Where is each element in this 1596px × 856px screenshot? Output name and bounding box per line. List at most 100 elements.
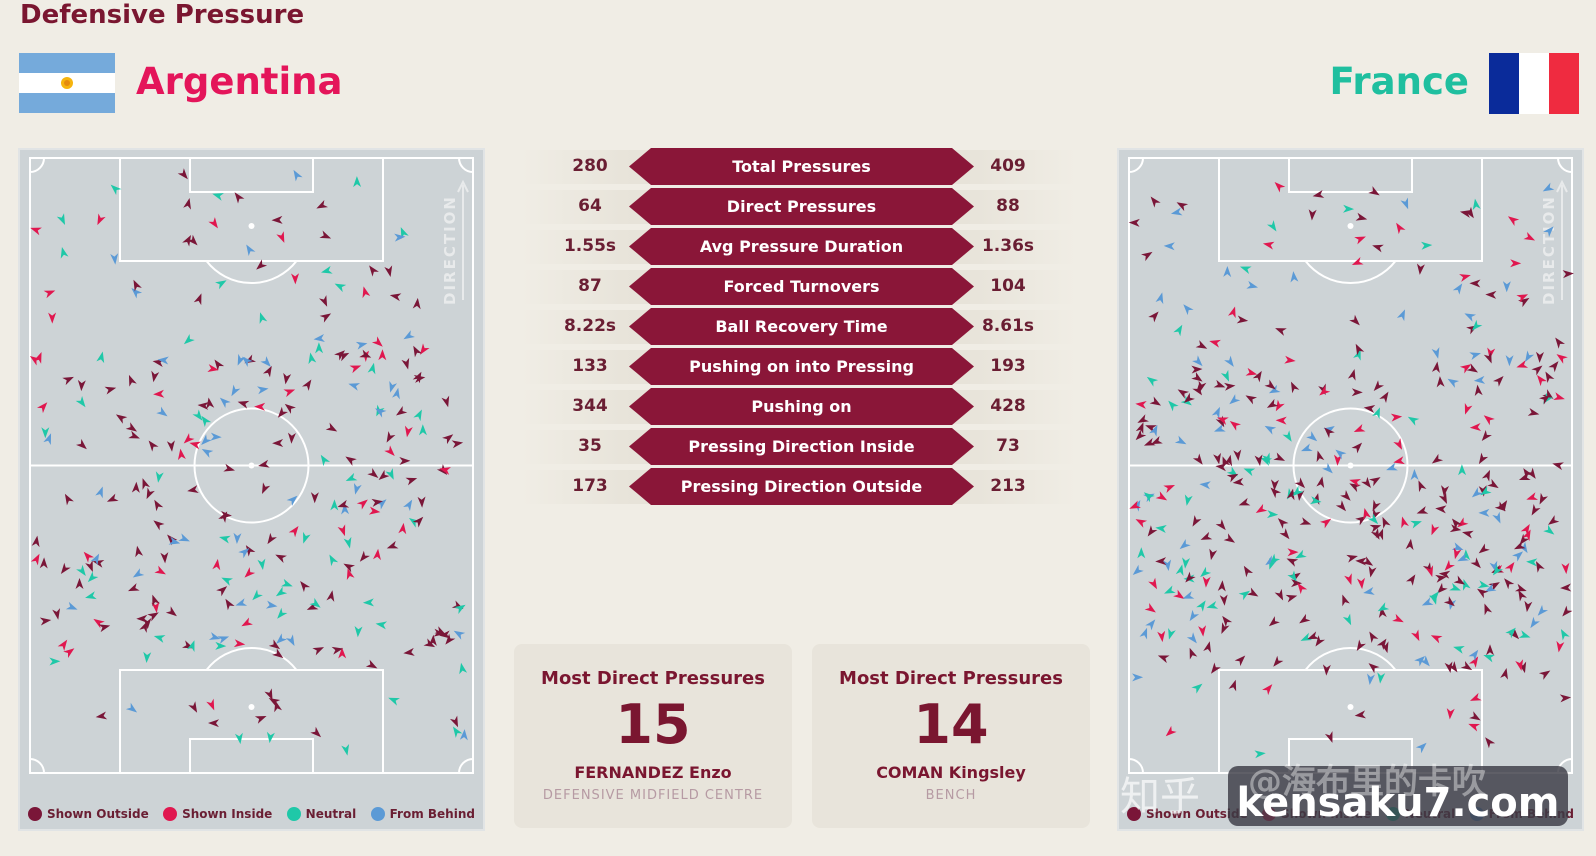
pressure-arrow — [454, 604, 466, 614]
pressure-arrow — [1243, 565, 1254, 578]
pressure-arrow — [260, 356, 271, 367]
pressure-arrow — [308, 352, 317, 365]
pressure-arrow — [1245, 395, 1258, 405]
pressure-arrow — [341, 503, 350, 515]
pressure-arrow — [186, 640, 195, 652]
stat-value-right: 1.36s — [981, 236, 1035, 256]
stat-value-left: 1.55s — [563, 236, 617, 256]
pressure-arrow — [1273, 655, 1284, 667]
pressure-arrow — [1410, 469, 1419, 481]
pressure-arrow — [412, 371, 422, 384]
pressure-arrow — [423, 638, 436, 648]
pressure-arrow — [1189, 647, 1198, 660]
pressure-arrow — [187, 485, 199, 493]
pressure-arrow — [1183, 392, 1195, 403]
pressure-arrow — [125, 702, 138, 713]
pressure-arrow — [1129, 500, 1141, 509]
pressure-arrow — [1306, 431, 1318, 442]
pressure-arrow — [208, 719, 220, 728]
player-position: BENCH — [925, 788, 977, 803]
pressure-arrow — [1198, 380, 1207, 393]
pressure-arrow — [1285, 594, 1298, 603]
pressure-arrow — [321, 265, 333, 274]
pressure-arrow — [1451, 542, 1464, 551]
pressure-arrow — [1419, 655, 1430, 667]
pressure-arrow — [1351, 442, 1363, 454]
pressure-arrow — [1351, 388, 1363, 397]
pressure-arrow — [235, 598, 248, 606]
pressure-arrow — [1310, 496, 1322, 505]
pressure-arrow — [283, 389, 296, 398]
pressure-arrow — [1367, 673, 1375, 685]
pressure-arrow — [412, 516, 424, 528]
pressure-arrow — [1470, 557, 1481, 569]
pressure-arrow — [187, 234, 198, 246]
pressure-arrow — [400, 227, 409, 239]
pressure-arrow — [1393, 456, 1405, 465]
pressure-arrow — [1537, 374, 1547, 387]
pressure-arrow — [1411, 629, 1420, 642]
pressure-arrow — [156, 406, 168, 417]
pressure-arrow — [1342, 204, 1355, 213]
pressure-arrow — [1460, 660, 1473, 671]
stat-row: 344 Pushing on 428 — [522, 388, 1076, 425]
pressure-arrow — [398, 522, 407, 535]
pressure-arrow — [1179, 539, 1191, 550]
pressure-arrow — [1211, 406, 1220, 419]
pressure-arrow — [1232, 477, 1244, 486]
pressure-arrow — [1164, 585, 1176, 594]
svg-text:DIRECTION: DIRECTION — [441, 195, 459, 305]
pressure-arrow — [392, 387, 400, 400]
pressure-arrow — [139, 621, 148, 633]
pressure-arrow — [1561, 562, 1570, 575]
pressure-arrow — [219, 397, 231, 409]
pressure-arrow — [1183, 304, 1194, 316]
card-title: Most Direct Pressures — [839, 668, 1063, 689]
pressure-arrow — [1504, 578, 1515, 590]
pressure-arrow — [1552, 462, 1564, 471]
pressure-arrow — [1199, 481, 1211, 490]
pressure-arrow — [1226, 473, 1239, 483]
stat-value-left: 64 — [578, 196, 602, 216]
pressure-arrow — [1132, 564, 1144, 576]
pressure-arrow — [1469, 692, 1482, 701]
pressure-arrow — [1316, 476, 1325, 489]
pressure-arrow — [56, 213, 66, 225]
pressure-arrow — [1266, 510, 1279, 519]
pressure-arrow — [1322, 664, 1331, 676]
pressure-arrow — [1504, 561, 1515, 574]
pressure-arrow — [1324, 731, 1333, 743]
pressure-arrow — [148, 440, 159, 452]
pressure-arrow — [1530, 616, 1540, 629]
pressure-arrow — [1437, 582, 1448, 594]
player-position: DEFENSIVE MIDFIELD CENTRE — [542, 788, 764, 803]
pressure-arrow — [1135, 429, 1147, 441]
pressure-arrow — [1446, 708, 1455, 720]
pressure-arrow — [1453, 575, 1466, 585]
pressure-arrow — [1535, 351, 1544, 363]
pressure-arrow — [1526, 558, 1538, 567]
pressure-arrow — [1324, 427, 1335, 439]
pressure-arrow — [1275, 399, 1285, 412]
pressure-arrow — [1299, 613, 1311, 624]
pressure-arrow — [1535, 561, 1545, 573]
pressure-arrow — [1431, 347, 1440, 359]
pressure-arrow — [155, 471, 164, 483]
pressure-arrow — [267, 532, 277, 545]
legend-label: Shown Outside — [1146, 807, 1248, 821]
pressure-map-left: DIRECTION — [29, 157, 474, 774]
pressure-arrow — [1477, 588, 1489, 599]
pressure-arrow — [143, 651, 152, 663]
pressure-arrow — [275, 586, 288, 597]
pressure-arrow — [1266, 220, 1277, 232]
pressure-arrow — [152, 594, 160, 607]
pressure-arrow — [1157, 655, 1170, 664]
pressure-arrow — [306, 601, 319, 610]
pressure-arrow — [1485, 737, 1496, 749]
pressure-arrow — [1266, 398, 1279, 408]
pressure-arrow — [293, 169, 303, 182]
pressure-arrow — [1335, 449, 1347, 460]
pressure-arrow — [217, 636, 230, 644]
pressure-arrow — [1135, 422, 1144, 435]
pressure-arrow — [1483, 351, 1492, 364]
